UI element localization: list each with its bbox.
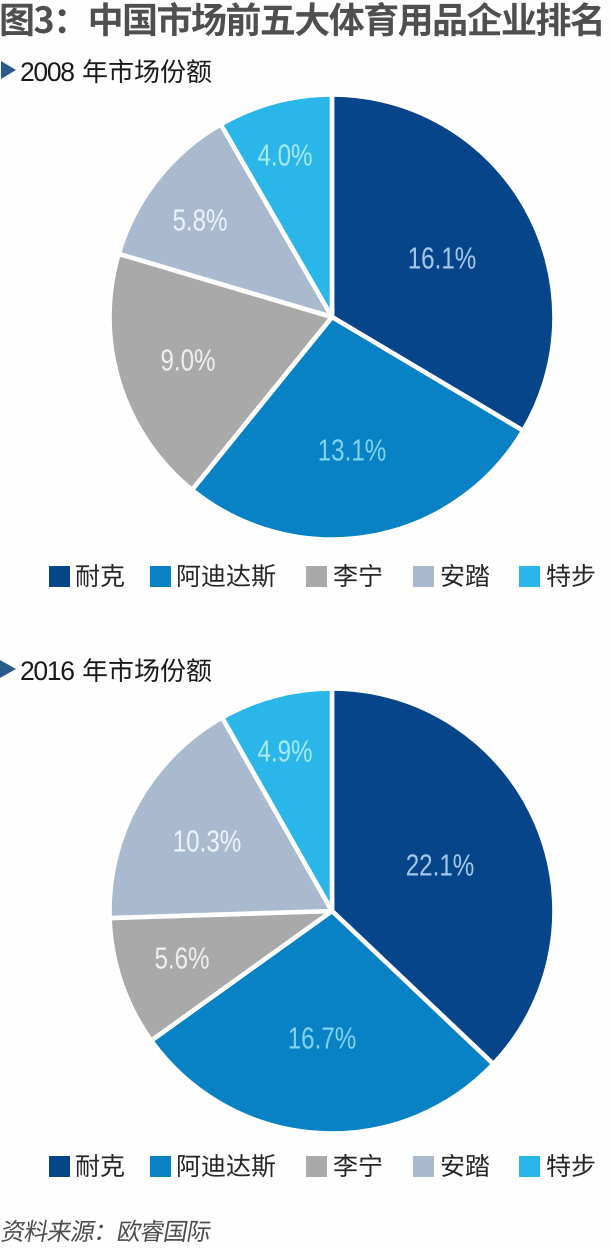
svg-text:4.9%: 4.9%: [257, 734, 312, 769]
svg-text:5.8%: 5.8%: [172, 203, 227, 238]
svg-text:13.1%: 13.1%: [318, 433, 387, 468]
svg-text:4.0%: 4.0%: [257, 138, 312, 173]
svg-text:5.6%: 5.6%: [154, 941, 209, 976]
svg-text:22.1%: 22.1%: [406, 848, 475, 883]
svg-text:10.3%: 10.3%: [173, 824, 242, 859]
svg-text:16.7%: 16.7%: [288, 1021, 357, 1056]
svg-text:9.0%: 9.0%: [160, 343, 215, 378]
svg-text:16.1%: 16.1%: [408, 241, 477, 276]
svg-text:2016: 2016: [20, 656, 75, 686]
svg-text:2008: 2008: [20, 57, 75, 87]
